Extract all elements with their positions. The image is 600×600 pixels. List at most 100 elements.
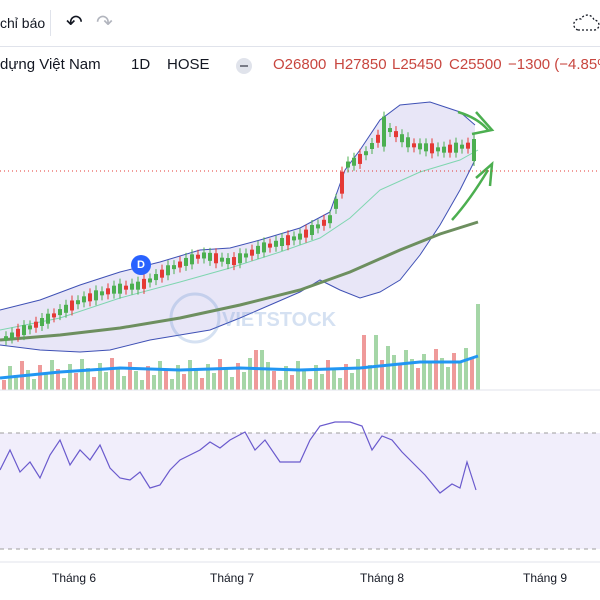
candle-body xyxy=(46,313,50,324)
candle-body xyxy=(70,300,74,311)
volume-bar xyxy=(272,371,276,390)
candle-body xyxy=(418,143,422,150)
volume-bar xyxy=(434,349,438,390)
candle-body xyxy=(124,285,128,290)
candle-body xyxy=(340,171,344,194)
volume-bar xyxy=(2,380,6,390)
volume-bar xyxy=(20,361,24,390)
ma-long-line xyxy=(0,220,479,342)
top-toolbar: chỉ báo ↶ ↷ xyxy=(0,0,600,47)
volume-bar xyxy=(128,362,132,390)
candle-body xyxy=(472,139,476,161)
low-value: L25450 xyxy=(392,56,443,73)
undo-icon[interactable]: ↶ xyxy=(66,12,83,34)
band-fill xyxy=(0,102,475,352)
close-value: C25500 xyxy=(449,56,502,73)
volume-bar xyxy=(56,369,60,390)
volume-bar xyxy=(410,359,414,390)
volume-bar xyxy=(284,366,288,390)
arrow-up-path xyxy=(457,110,489,131)
candle-body xyxy=(436,147,440,152)
volume-bar xyxy=(236,363,240,390)
volume-bar xyxy=(44,374,48,390)
change-value: −1300 (−4.85% xyxy=(508,56,600,73)
candle-body xyxy=(226,258,230,265)
interval-label[interactable]: 1D xyxy=(131,56,151,73)
volume-bar xyxy=(218,359,222,390)
candle-body xyxy=(274,240,278,247)
candle-body xyxy=(298,233,302,240)
symbol-name[interactable]: dựng Việt Nam xyxy=(0,56,101,73)
candle-body xyxy=(322,219,326,226)
rsi-pane xyxy=(0,421,600,550)
open-value: O26800 xyxy=(273,56,327,73)
volume-bar xyxy=(452,353,456,390)
indicators-button[interactable]: chỉ báo xyxy=(0,15,46,31)
candle-body xyxy=(412,143,416,148)
volume-bar xyxy=(8,366,12,390)
volume-bar xyxy=(416,368,420,390)
cloud-save-icon[interactable] xyxy=(570,10,600,36)
volume-bar xyxy=(170,379,174,390)
candle-body xyxy=(346,161,350,168)
candle-body xyxy=(172,265,176,270)
candle-body xyxy=(178,261,182,268)
volume-bar xyxy=(392,355,396,390)
candle-body xyxy=(382,116,386,147)
volume-bar xyxy=(38,365,42,390)
candle-body xyxy=(112,285,116,294)
volume-bar xyxy=(260,350,264,390)
visibility-toggle-icon[interactable] xyxy=(236,58,252,74)
volume-bar xyxy=(26,370,30,390)
arrow-down-head-icon xyxy=(475,161,494,187)
redo-icon[interactable]: ↷ xyxy=(96,12,113,34)
volume-bar xyxy=(422,354,426,390)
candle-body xyxy=(466,142,470,149)
candle-body xyxy=(268,243,272,248)
volume-bar xyxy=(110,358,114,390)
candle-body xyxy=(388,128,392,133)
watermark-logo-icon xyxy=(169,292,221,344)
volume-bar xyxy=(164,370,168,390)
volume-bar xyxy=(80,359,84,390)
candle-body xyxy=(430,143,434,154)
candle-body xyxy=(94,290,98,301)
candle-body xyxy=(22,325,26,336)
candle-body xyxy=(394,131,398,138)
volume-bars xyxy=(0,304,480,390)
volume-bar xyxy=(440,358,444,390)
candle-body xyxy=(118,283,122,294)
dividend-marker[interactable]: D xyxy=(131,255,151,275)
candle-body xyxy=(4,336,8,341)
high-value: H27850 xyxy=(334,56,387,73)
volume-bar xyxy=(62,378,66,390)
volume-bar xyxy=(32,379,36,390)
volume-bar xyxy=(458,362,462,390)
candle-body xyxy=(400,134,404,143)
candle-body xyxy=(52,313,56,318)
volume-bar xyxy=(230,377,234,390)
volume-bar xyxy=(134,371,138,390)
candle-body xyxy=(142,278,146,289)
volume-bar xyxy=(188,360,192,390)
candle-body xyxy=(148,278,152,283)
candlesticks xyxy=(4,111,476,346)
candle-body xyxy=(202,252,206,259)
volume-ma-line xyxy=(0,354,479,380)
volume-bar xyxy=(176,365,180,390)
volume-bar xyxy=(464,348,468,390)
toolbar-separator xyxy=(50,10,51,36)
candle-body xyxy=(58,309,62,316)
volume-bar xyxy=(398,364,402,390)
candle-body xyxy=(334,198,338,209)
volume-bar xyxy=(338,378,342,390)
candle-body xyxy=(376,134,380,143)
annotation-arrows xyxy=(451,110,495,221)
volume-bar xyxy=(242,372,246,390)
volume-bar xyxy=(212,373,216,390)
candle-body xyxy=(238,253,242,264)
candle-body xyxy=(454,142,458,153)
volume-bar xyxy=(86,368,90,390)
volume-bar xyxy=(50,360,54,390)
